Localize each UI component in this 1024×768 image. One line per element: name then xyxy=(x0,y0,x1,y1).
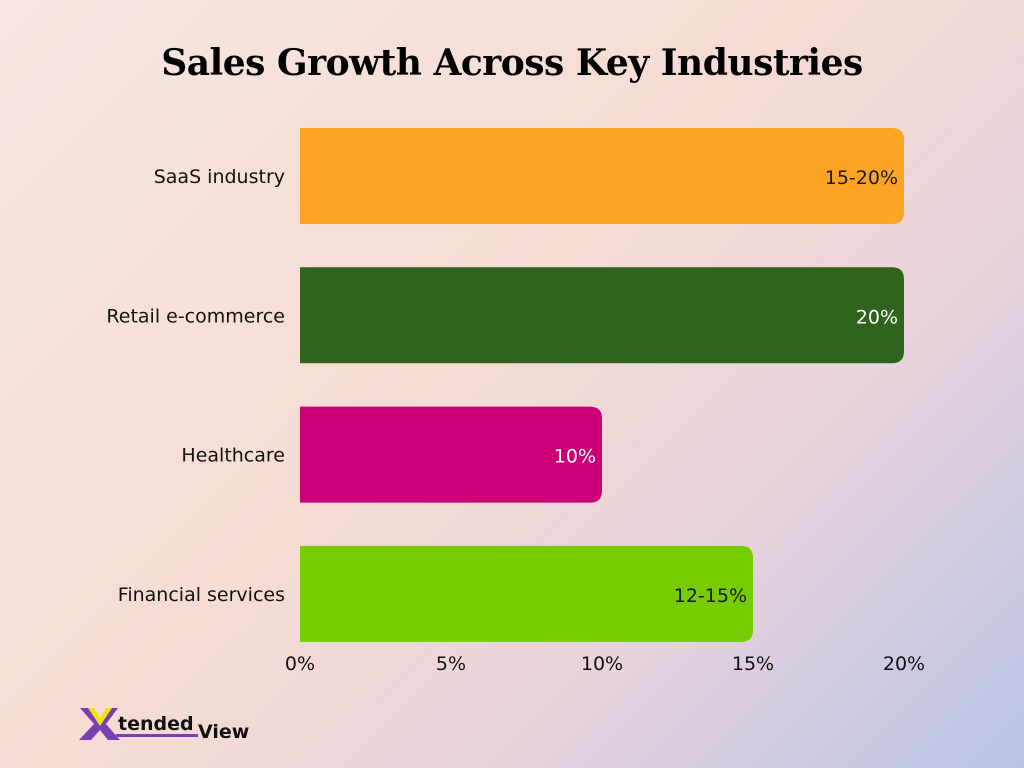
category-label: Retail e-commerce xyxy=(106,305,285,327)
svg-text:tended: tended xyxy=(118,713,194,735)
data-label: 20% xyxy=(856,306,898,328)
category-label: Healthcare xyxy=(181,445,285,467)
bar-0 xyxy=(300,128,904,224)
bar-1 xyxy=(300,267,904,364)
svg-text:View: View xyxy=(198,721,249,743)
x-tick-label: 15% xyxy=(732,653,774,675)
category-label: SaaS industry xyxy=(154,166,285,188)
data-label: 15-20% xyxy=(825,167,898,189)
chart-title: Sales Growth Across Key Industries xyxy=(161,42,863,84)
data-label: 10% xyxy=(554,446,596,468)
bar-3 xyxy=(300,545,753,642)
bar-2 xyxy=(300,406,602,503)
data-label: 12-15% xyxy=(674,585,747,607)
x-tick-label: 20% xyxy=(883,653,925,675)
x-tick-label: 0% xyxy=(285,653,315,675)
x-tick-label: 5% xyxy=(436,653,466,675)
x-tick-label: 10% xyxy=(581,653,623,675)
category-label: Financial services xyxy=(118,584,285,606)
xtendedview-logo: tended View xyxy=(79,708,249,743)
